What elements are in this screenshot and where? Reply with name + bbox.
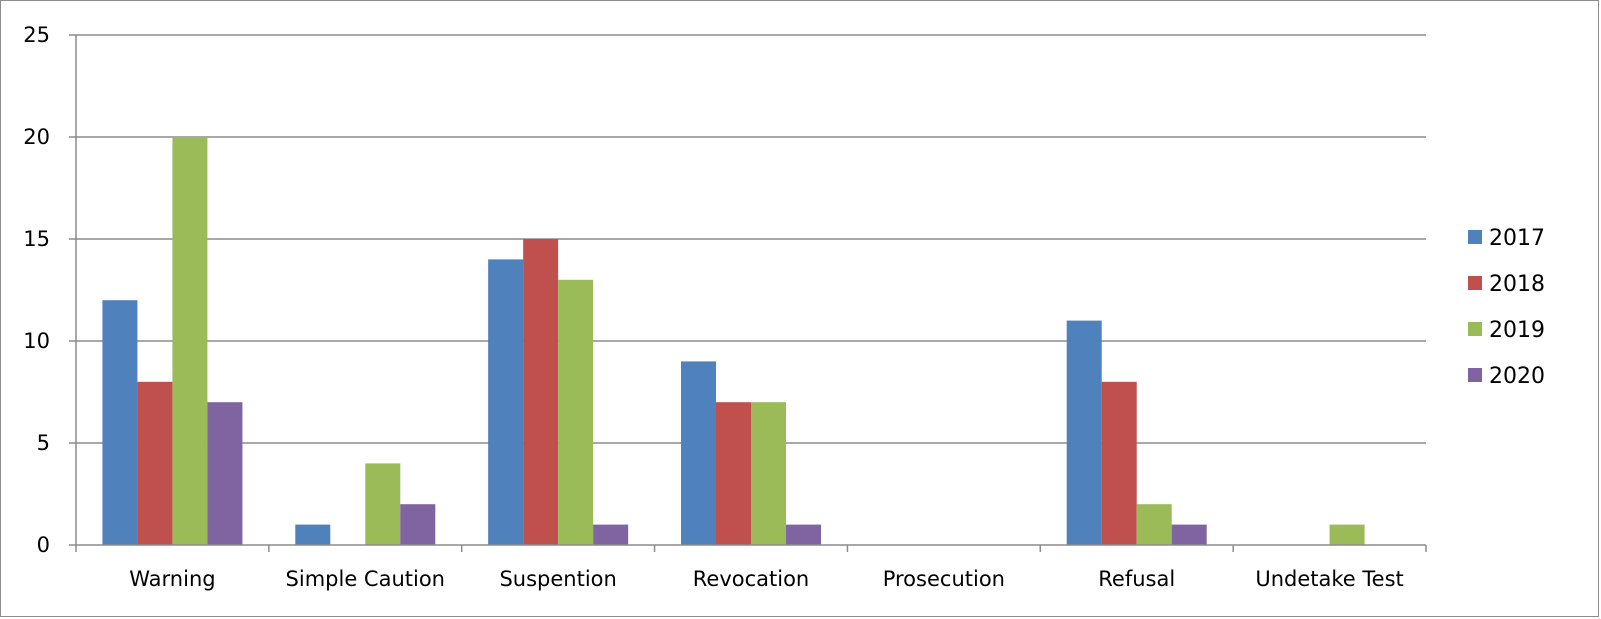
legend-swatch-2018	[1468, 276, 1482, 290]
bar-2019-undetake-test	[1329, 524, 1365, 545]
legend-label-2018: 2018	[1489, 272, 1545, 297]
y-tick-label: 25	[23, 23, 50, 47]
bar-2019-warning	[172, 137, 208, 545]
x-tick-label: Warning	[129, 567, 215, 591]
x-tick-label: Refusal	[1098, 567, 1175, 591]
bar-2018-refusal	[1101, 381, 1137, 545]
bar-2020-suspention	[593, 524, 629, 545]
legend-label-2020: 2020	[1489, 364, 1545, 389]
bar-2020-warning	[207, 402, 243, 545]
legend-swatch-2017	[1468, 230, 1482, 244]
y-tick-label: 15	[23, 227, 50, 251]
bar-2017-revocation	[681, 361, 716, 545]
bar-2019-refusal	[1136, 504, 1172, 545]
y-tick-label: 20	[23, 125, 50, 149]
legend: 2017 2018 2019 2020	[1468, 226, 1545, 389]
legend-swatch-2020	[1468, 368, 1482, 382]
gridlines	[76, 34, 1426, 444]
bar-2017-simple-caution	[295, 524, 331, 545]
bar-2019-revocation	[751, 402, 786, 545]
y-tick-labels: 0 5 10 15 20 25	[23, 23, 50, 557]
x-tick-label: Revocation	[693, 567, 809, 591]
bar-2019-suspention	[558, 279, 594, 545]
legend-swatch-2019	[1468, 322, 1482, 336]
x-tick-label: Suspention	[499, 567, 616, 591]
bar-2018-warning	[137, 381, 173, 545]
y-tick-label: 0	[37, 533, 50, 557]
bar-2020-revocation	[786, 524, 821, 545]
x-tick-label: Simple Caution	[286, 567, 445, 591]
bar-2017-suspention	[488, 259, 524, 545]
bars	[102, 137, 1365, 545]
bar-2020-simple-caution	[400, 504, 436, 545]
bar-2020-refusal	[1171, 524, 1207, 545]
legend-label-2019: 2019	[1489, 318, 1545, 343]
y-tick-label: 10	[23, 329, 50, 353]
bar-2018-suspention	[523, 239, 559, 545]
bar-2018-revocation	[716, 402, 751, 545]
x-tick-label: Undetake Test	[1255, 567, 1403, 591]
bar-2017-warning	[102, 300, 138, 545]
bar-2017-refusal	[1066, 320, 1102, 545]
legend-label-2017: 2017	[1489, 226, 1545, 251]
bar-2019-simple-caution	[365, 463, 401, 545]
x-tick-label: Prosecution	[883, 567, 1005, 591]
axes	[69, 34, 1427, 552]
x-tick-labels: Warning Simple Caution Suspention Revocatio…	[129, 567, 1404, 591]
y-tick-label: 5	[37, 431, 50, 455]
